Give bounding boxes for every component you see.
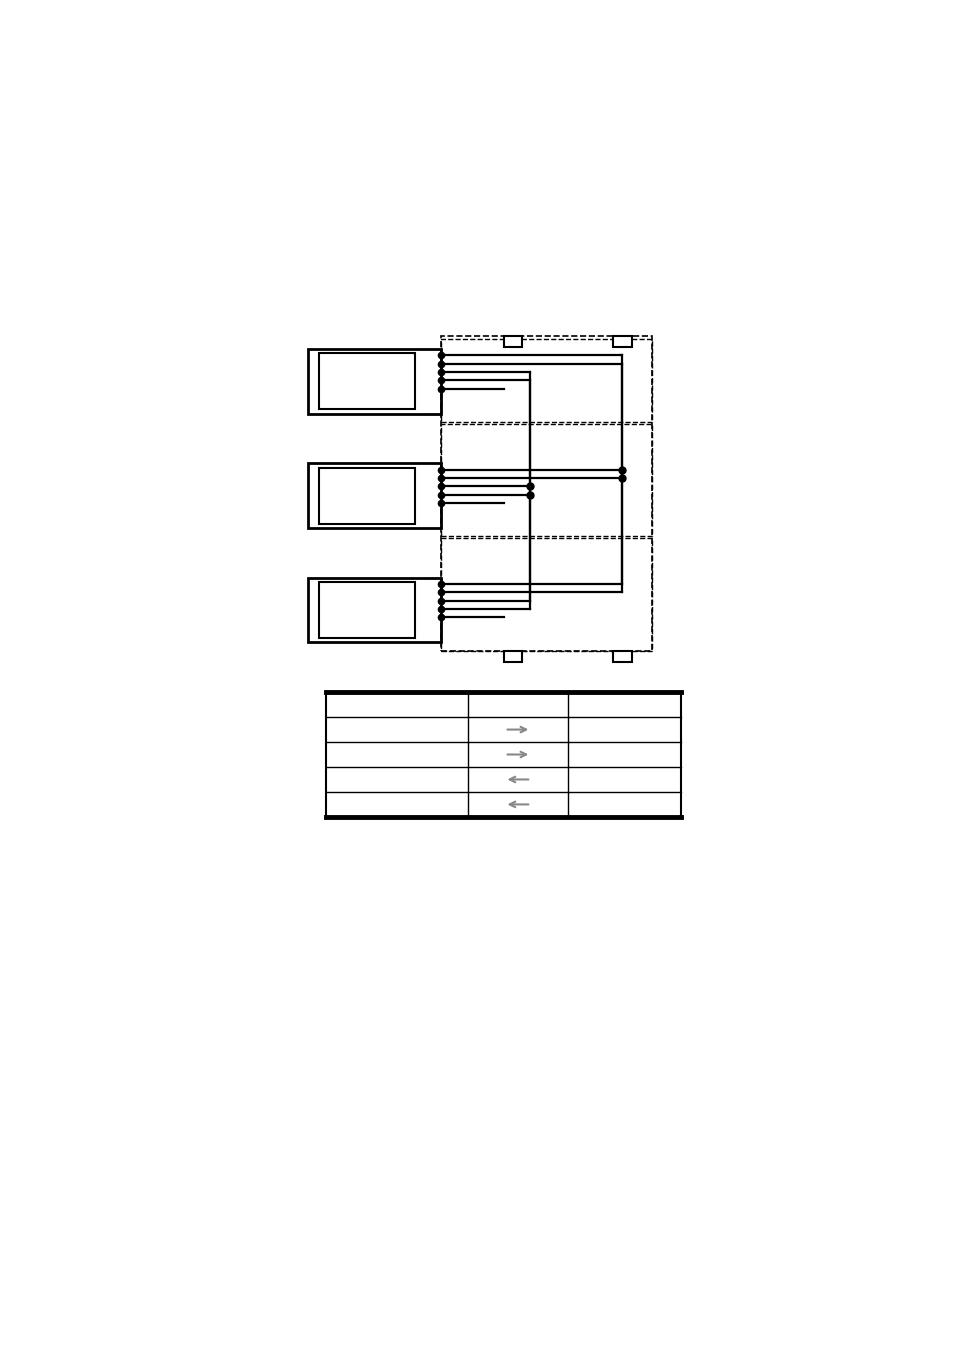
Polygon shape [613, 336, 631, 347]
Polygon shape [503, 336, 521, 347]
Polygon shape [613, 651, 631, 661]
Polygon shape [503, 651, 521, 661]
